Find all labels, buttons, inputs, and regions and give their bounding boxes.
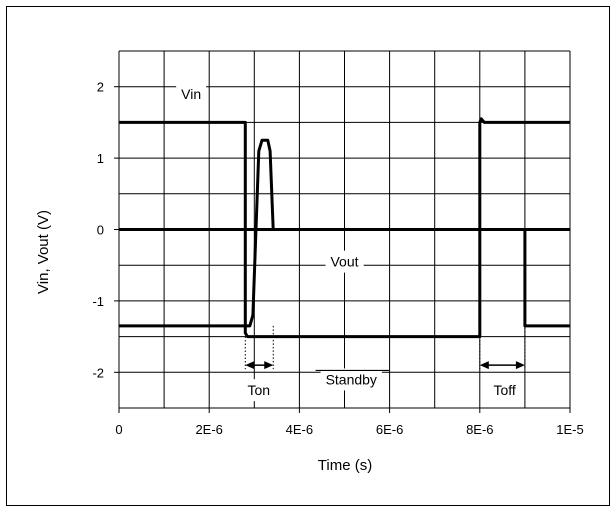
ton-label: Ton <box>248 382 271 398</box>
x-tick-label: 4E-6 <box>286 422 313 437</box>
series <box>119 117 570 339</box>
x-tick-label: 1E-5 <box>556 422 583 437</box>
ton-arrow-head-left <box>245 361 255 370</box>
y-tick-label: -2 <box>92 365 104 380</box>
vin-label-bg <box>176 82 207 105</box>
y-tick-label: 2 <box>97 80 104 95</box>
toff-arrow-head-right <box>515 361 525 370</box>
measurements <box>245 361 525 370</box>
y-tick-label: 0 <box>97 223 104 238</box>
outer-border <box>6 6 610 506</box>
vin-label: Vin <box>181 86 201 102</box>
guide-lines <box>244 229 526 370</box>
annotations: Vin Vout Ton Standby Toff <box>176 82 521 402</box>
x-axis-title: Time (s) <box>318 457 372 474</box>
y-tick-label: 1 <box>97 151 104 166</box>
x-tick-label: 8E-6 <box>466 422 493 437</box>
x-tick-label: 0 <box>115 422 122 437</box>
axes: 0 2E-6 4E-6 6E-6 8E-6 1E-5 2 1 0 -1 -2 <box>92 80 583 437</box>
ton-arrow-head-right <box>264 361 274 370</box>
series-line-vin <box>119 117 570 339</box>
vout-label: Vout <box>330 254 358 270</box>
y-axis-title: Vin, Vout (V) <box>35 210 52 294</box>
ton-label-bg <box>242 379 276 402</box>
series-line-vout <box>119 138 570 328</box>
x-tick-label: 2E-6 <box>195 422 222 437</box>
y-tick-label: -1 <box>92 294 104 309</box>
standby-label: Standby <box>326 371 377 387</box>
toff-label: Toff <box>493 382 515 398</box>
toff-arrow-head-left <box>479 361 489 370</box>
x-tick-label: 6E-6 <box>376 422 403 437</box>
vout-label-bg <box>325 250 364 273</box>
standby-label-bg <box>320 368 382 391</box>
toff-label-bg <box>488 379 521 402</box>
